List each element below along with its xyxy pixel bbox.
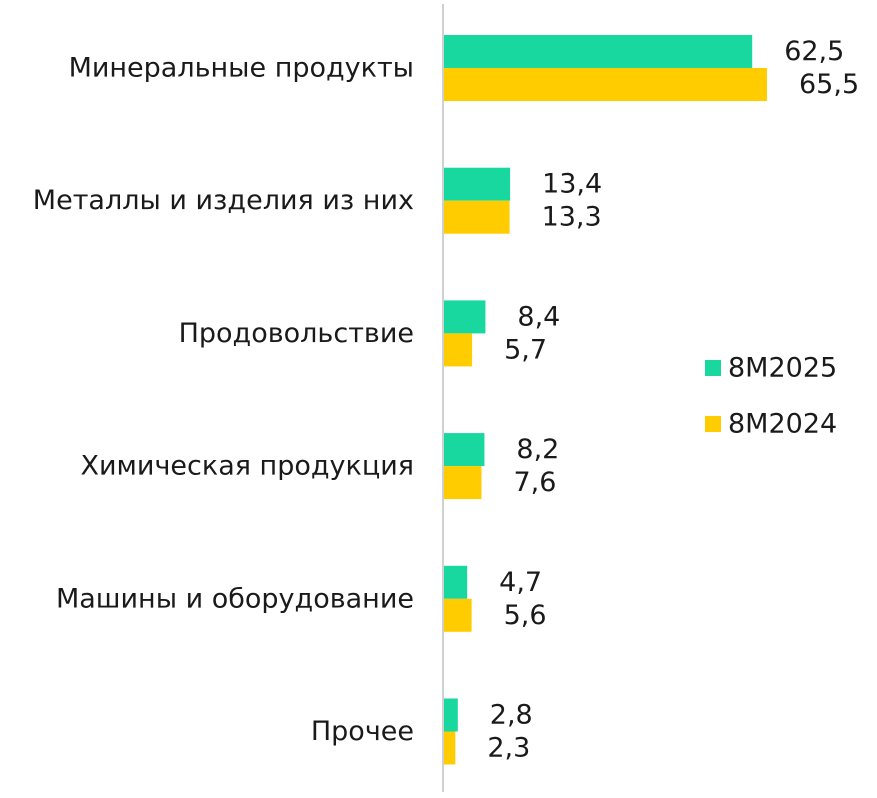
data-label-8m2025: 62,5 xyxy=(784,36,844,67)
category-label: Минеральные продукты xyxy=(69,53,414,84)
category-labels: Минеральные продукты Металлы и изделия из… xyxy=(33,53,414,748)
bar-8m2025 xyxy=(444,433,485,467)
legend: 8M2025 8M2024 xyxy=(705,353,837,440)
category-label: Металлы и изделия из них xyxy=(33,185,414,216)
data-label-8m2025: 2,8 xyxy=(490,700,533,731)
data-label-8m2025: 4,7 xyxy=(499,567,542,598)
data-label-8m2025: 13,4 xyxy=(542,169,602,200)
bar-8m2025 xyxy=(444,698,458,732)
category-label: Продовольствие xyxy=(179,318,414,349)
bar-8m2024 xyxy=(444,200,510,234)
bar-8m2025 xyxy=(444,35,753,68)
data-label-8m2024: 65,5 xyxy=(799,69,859,100)
bar-8m2024 xyxy=(444,333,473,367)
data-label-8m2024: 5,6 xyxy=(504,600,547,631)
bar-8m2025 xyxy=(444,300,486,334)
legend-label-8m2024: 8M2024 xyxy=(728,409,837,440)
legend-label-8m2025: 8M2025 xyxy=(728,353,837,384)
category-label: Машины и оборудование xyxy=(56,583,414,614)
legend-swatch-8m2024 xyxy=(705,416,721,432)
data-label-8m2025: 8,4 xyxy=(517,301,560,332)
data-label-8m2025: 8,2 xyxy=(516,434,559,465)
value-labels: 62,565,5 13,413,3 8,45,7 8,27,6 4,75,6 2,82,3 xyxy=(487,36,859,764)
category-label: Прочее xyxy=(311,716,414,747)
bar-8m2024 xyxy=(444,466,482,500)
bar-8m2024 xyxy=(444,731,456,765)
bar-8m2025 xyxy=(444,167,511,201)
data-label-8m2024: 2,3 xyxy=(487,733,530,764)
data-label-8m2024: 13,3 xyxy=(542,202,602,233)
bars xyxy=(444,35,767,765)
bar-8m2024 xyxy=(444,598,472,632)
data-label-8m2024: 5,7 xyxy=(504,334,547,365)
data-label-8m2024: 7,6 xyxy=(513,467,556,498)
bar-8m2025 xyxy=(444,565,468,599)
category-label: Химическая продукция xyxy=(81,451,414,482)
legend-swatch-8m2025 xyxy=(705,360,721,376)
bar-8m2024 xyxy=(444,68,767,101)
